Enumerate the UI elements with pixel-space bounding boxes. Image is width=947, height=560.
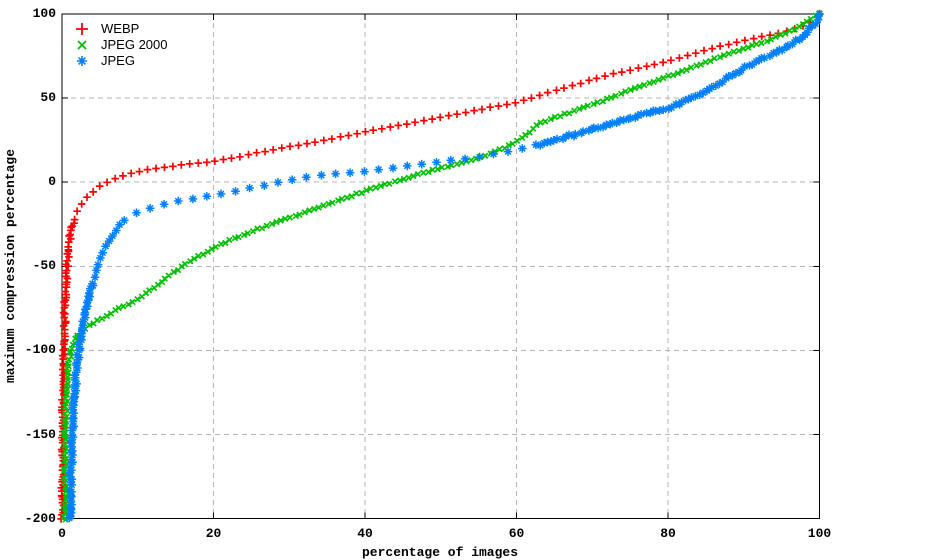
x-tick-label: 0: [58, 526, 66, 541]
x-tick-label: 100: [807, 526, 832, 541]
series-jpeg: [65, 9, 824, 523]
x-tick-label: 60: [508, 526, 525, 541]
legend-label-jpeg: JPEG: [101, 53, 135, 68]
y-tick-label: 0: [48, 174, 56, 190]
legend-item-webp: WEBP: [72, 21, 168, 37]
x-axis-title: percentage of images: [361, 545, 519, 560]
x-tick-label: 40: [357, 526, 373, 541]
series-jpeg-2000: [60, 9, 823, 523]
legend-item-jpeg2000: JPEG 2000: [72, 37, 168, 53]
plus-marker-icon: [76, 23, 88, 35]
y-tick-label: -200: [24, 510, 56, 526]
star-marker-icon: [77, 56, 87, 66]
y-tick-label: -150: [24, 426, 56, 442]
x-tick-label: 80: [660, 526, 676, 541]
cross-marker-glyph: [77, 40, 87, 50]
y-tick-label: 50: [40, 90, 56, 106]
y-tick-label: -50: [32, 258, 56, 274]
star-marker-glyph: [77, 56, 87, 66]
legend-item-jpeg: JPEG: [72, 53, 168, 69]
legend-label-webp: WEBP: [101, 21, 140, 36]
y-tick-label: 100: [32, 6, 56, 21]
legend-label-jpeg2000: JPEG 2000: [101, 37, 168, 52]
legend: WEBP JPEG 2000 JPEG: [72, 21, 168, 69]
x-tick-label: 20: [205, 526, 222, 541]
plot-border: [61, 13, 820, 520]
plus-marker-glyph: [76, 23, 88, 35]
cross-marker-icon: [77, 40, 87, 50]
y-tick-label: -100: [24, 342, 56, 358]
